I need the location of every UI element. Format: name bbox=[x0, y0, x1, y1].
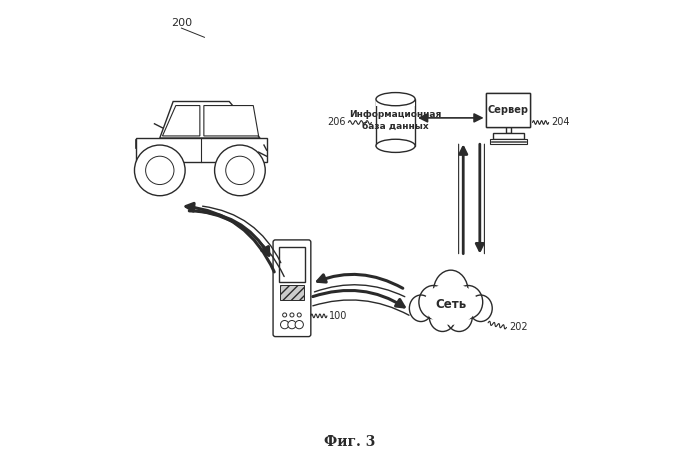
Text: 206: 206 bbox=[328, 117, 346, 128]
Circle shape bbox=[226, 156, 254, 185]
Text: 200: 200 bbox=[171, 19, 192, 28]
Ellipse shape bbox=[410, 295, 433, 322]
Circle shape bbox=[134, 145, 185, 196]
Polygon shape bbox=[162, 105, 200, 136]
Polygon shape bbox=[136, 138, 266, 162]
Text: Сеть: Сеть bbox=[435, 298, 466, 311]
Polygon shape bbox=[204, 105, 259, 136]
Circle shape bbox=[280, 321, 289, 329]
Bar bbox=[376, 92, 415, 106]
Bar bbox=[280, 286, 304, 300]
Text: 100: 100 bbox=[329, 311, 347, 321]
Ellipse shape bbox=[429, 302, 456, 331]
Ellipse shape bbox=[433, 270, 468, 313]
Bar bbox=[493, 133, 524, 139]
Ellipse shape bbox=[424, 283, 477, 325]
Ellipse shape bbox=[454, 286, 483, 319]
Ellipse shape bbox=[469, 295, 492, 322]
Bar bbox=[487, 93, 531, 127]
Bar bbox=[506, 127, 510, 133]
Circle shape bbox=[215, 145, 265, 196]
Bar bbox=[490, 139, 527, 144]
Text: Сервер: Сервер bbox=[488, 105, 529, 115]
FancyBboxPatch shape bbox=[273, 240, 311, 336]
Ellipse shape bbox=[446, 302, 473, 331]
Text: 204: 204 bbox=[551, 117, 570, 128]
Polygon shape bbox=[160, 102, 260, 138]
Text: 202: 202 bbox=[509, 322, 528, 332]
Ellipse shape bbox=[376, 139, 415, 152]
Text: Информационная
база данных: Информационная база данных bbox=[350, 110, 442, 130]
Text: Фиг. 3: Фиг. 3 bbox=[324, 435, 375, 449]
Ellipse shape bbox=[376, 93, 415, 106]
Circle shape bbox=[288, 321, 296, 329]
Bar bbox=[376, 99, 415, 146]
Bar bbox=[489, 95, 528, 124]
Bar bbox=[487, 93, 531, 127]
Bar bbox=[279, 247, 305, 282]
Circle shape bbox=[145, 156, 174, 185]
Circle shape bbox=[295, 321, 303, 329]
Ellipse shape bbox=[419, 286, 448, 319]
